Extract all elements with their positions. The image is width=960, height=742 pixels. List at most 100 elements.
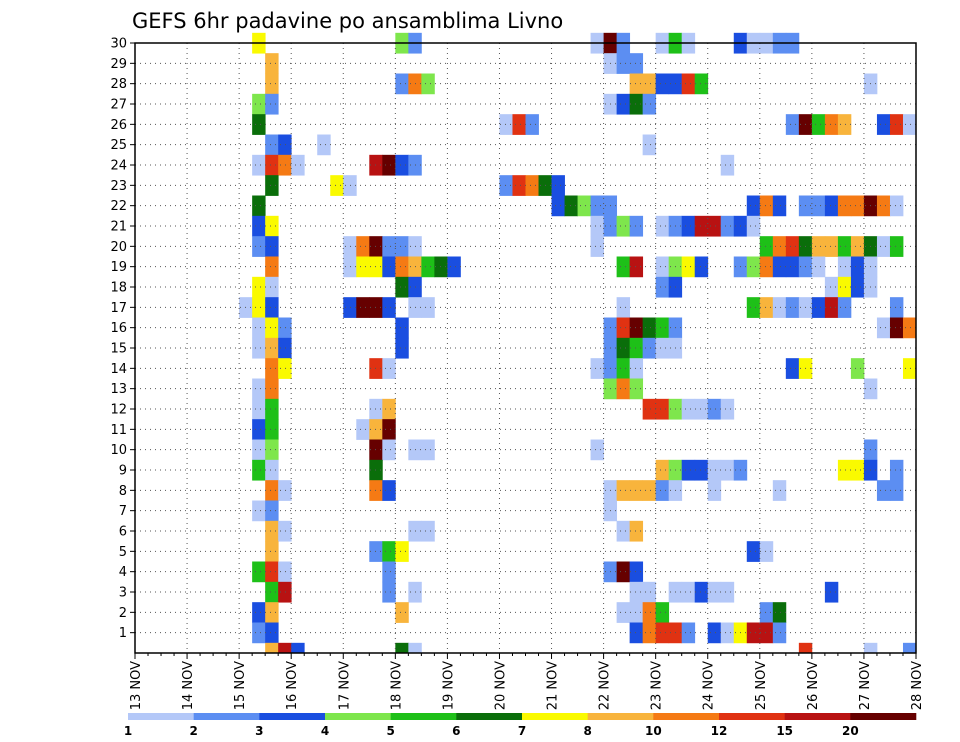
x-tick-label: 24 NOV: [702, 661, 717, 710]
y-tick-label: 9: [119, 464, 127, 479]
y-tick-label: 14: [110, 362, 127, 377]
y-tick-label: 24: [110, 159, 127, 174]
heatmap-cell: [694, 581, 709, 603]
heatmap-cell: [629, 93, 644, 115]
heatmap-cell: [369, 541, 383, 562]
heatmap-cell: [629, 73, 644, 95]
heatmap-cell: [278, 561, 292, 583]
heatmap-cell: [876, 195, 891, 217]
heatmap-cell: [356, 236, 370, 257]
heatmap-cell: [707, 480, 722, 501]
heatmap-cell: [382, 236, 396, 257]
heatmap-cell: [824, 236, 839, 257]
legend-swatch: [850, 713, 917, 720]
heatmap-cell: [655, 256, 670, 278]
heatmap-cell: [590, 358, 604, 379]
heatmap-cell: [265, 520, 279, 542]
heatmap-cell: [694, 459, 709, 481]
heatmap-cell: [642, 622, 657, 644]
x-tick-label: 21 NOV: [546, 661, 561, 710]
heatmap-cell: [265, 175, 279, 196]
heatmap-cell: [499, 114, 513, 135]
heatmap-cell: [655, 317, 670, 339]
heatmap-cell: [629, 53, 644, 74]
heatmap-cell: [889, 480, 904, 501]
heatmap-cell: [434, 256, 448, 278]
heatmap-cell: [616, 480, 631, 501]
heatmap-cell: [616, 520, 631, 542]
heatmap-cell: [746, 195, 761, 217]
x-tick-label: 19 NOV: [441, 661, 456, 710]
heatmap-cell: [252, 602, 266, 623]
heatmap-cell: [369, 256, 383, 278]
heatmap-cell: [590, 439, 604, 461]
heatmap-cell: [265, 398, 279, 420]
heatmap-cell: [629, 337, 644, 359]
heatmap-cell: [889, 195, 904, 217]
heatmap-cell: [278, 358, 292, 379]
heatmap-cell: [746, 622, 761, 644]
legend-swatch: [259, 713, 326, 720]
heatmap-cell: [759, 602, 774, 623]
heatmap-cell: [837, 297, 852, 318]
y-tick-label: 8: [119, 484, 127, 499]
y-tick-label: 13: [110, 382, 127, 397]
heatmap-cell: [395, 276, 409, 298]
x-tick-label: 20 NOV: [493, 661, 508, 710]
heatmap-cell: [850, 195, 865, 217]
y-tick-label: 22: [110, 199, 127, 214]
heatmap-cell: [707, 398, 722, 420]
heatmap-cell: [681, 459, 696, 481]
heatmap-cell: [616, 256, 631, 278]
heatmap-cell: [694, 398, 709, 420]
heatmap-cell: [850, 276, 865, 298]
x-tick-label: 28 NOV: [910, 661, 925, 710]
heatmap-cell: [265, 500, 279, 522]
heatmap-cell: [681, 581, 696, 603]
heatmap-cell: [291, 642, 305, 654]
heatmap-cell: [382, 358, 396, 379]
heatmap-cell: [759, 256, 774, 278]
heatmap-cell: [369, 439, 383, 461]
heatmap-cell: [837, 236, 852, 257]
legend-swatch: [128, 713, 194, 720]
heatmap-cell: [902, 642, 917, 654]
y-tick-label: 7: [119, 504, 127, 519]
heatmap-cell: [824, 581, 839, 603]
heatmap-cell: [265, 134, 279, 156]
heatmap-cell: [824, 114, 839, 135]
heatmap-cell: [720, 215, 735, 237]
heatmap-cell: [265, 337, 279, 359]
heatmap-cell: [512, 175, 526, 196]
heatmap-cell: [707, 581, 722, 603]
heatmap-cell: [265, 459, 279, 481]
heatmap-cell: [811, 256, 826, 278]
heatmap-cell: [265, 358, 279, 379]
heatmap-cell: [811, 195, 826, 217]
heatmap-cell: [343, 256, 357, 278]
heatmap-cell: [278, 520, 292, 542]
heatmap-cell: [265, 378, 279, 400]
y-tick-label: 28: [110, 77, 127, 92]
heatmap-cell: [421, 73, 435, 95]
legend-label: 1: [124, 724, 132, 738]
heatmap-cell: [876, 480, 891, 501]
heatmap-cell: [681, 622, 696, 644]
x-tick-label: 23 NOV: [650, 661, 665, 710]
heatmap-cell: [681, 73, 696, 95]
heatmap-cell: [798, 642, 813, 654]
heatmap-cell: [252, 337, 266, 359]
y-tick-label: 18: [110, 281, 127, 296]
y-tick-label: 16: [110, 321, 127, 336]
legend-label: 3: [255, 724, 263, 738]
heatmap-cell: [369, 297, 383, 318]
heatmap-cell: [642, 73, 657, 95]
x-tick-label: 15 NOV: [233, 661, 248, 710]
heatmap-cell: [629, 378, 644, 400]
heatmap-cell: [824, 297, 839, 318]
heatmap-cell: [655, 73, 670, 95]
heatmap-cell: [720, 459, 735, 481]
heatmap-cell: [837, 276, 852, 298]
y-tick-label: 1: [119, 626, 127, 641]
heatmap-cell: [382, 541, 396, 562]
